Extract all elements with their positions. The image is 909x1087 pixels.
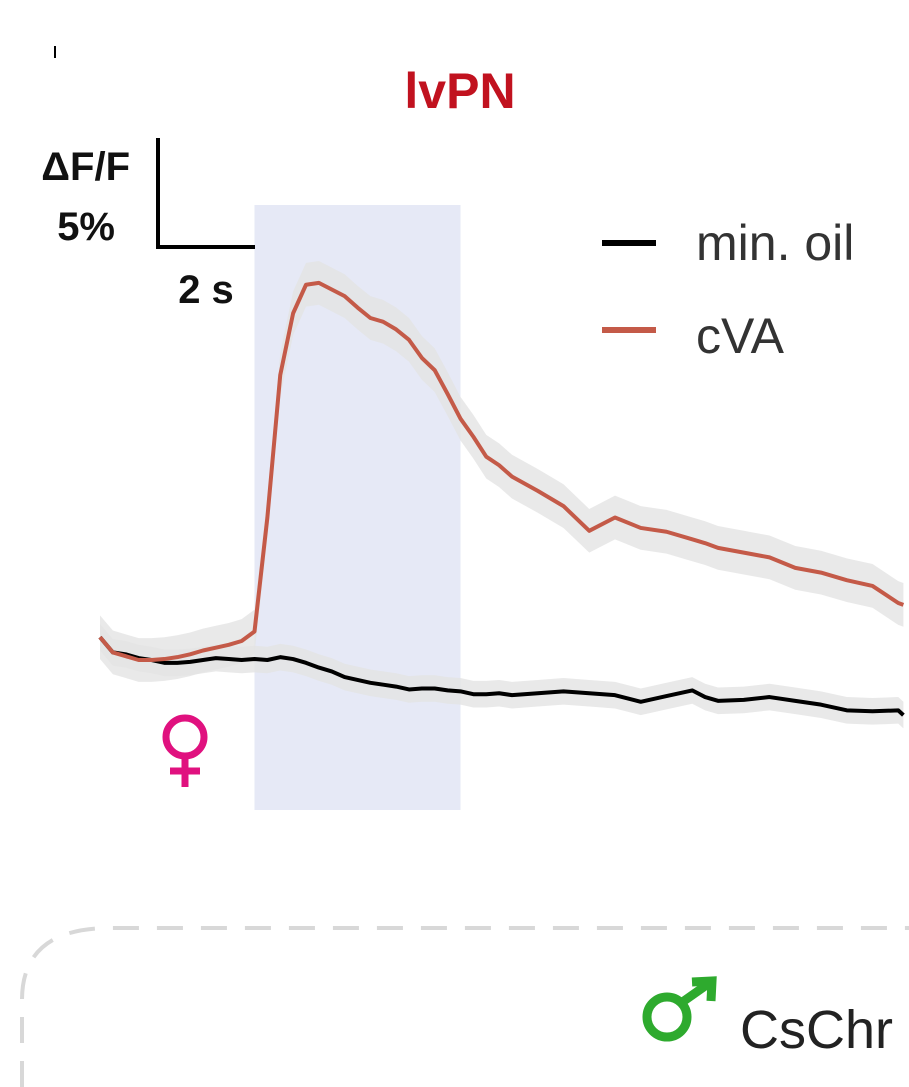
legend-label-cva: cVA <box>696 308 785 364</box>
male-symbol <box>642 976 717 1042</box>
sem-band-cva <box>100 261 904 682</box>
female-symbol <box>162 714 208 787</box>
series-line-min-oil <box>98 635 905 717</box>
series-line-cva <box>98 280 905 662</box>
lower-panel-outline <box>20 926 909 1087</box>
legend: min. oil cVA <box>602 215 854 364</box>
sem-band-min-oil <box>100 623 904 729</box>
sem-bands <box>100 261 904 729</box>
traces <box>98 280 905 717</box>
legend-label-min-oil: min. oil <box>696 215 854 271</box>
chart-title: lvPN <box>404 63 515 119</box>
scale-bar: ΔF/F 5% 2 s <box>41 138 255 312</box>
scale-bar-y-value: 5% <box>57 205 115 249</box>
scale-bar-y-label: ΔF/F <box>41 145 130 189</box>
lower-panel-label: CsChr <box>740 1000 893 1060</box>
scale-bar-x-label: 2 s <box>178 268 234 312</box>
